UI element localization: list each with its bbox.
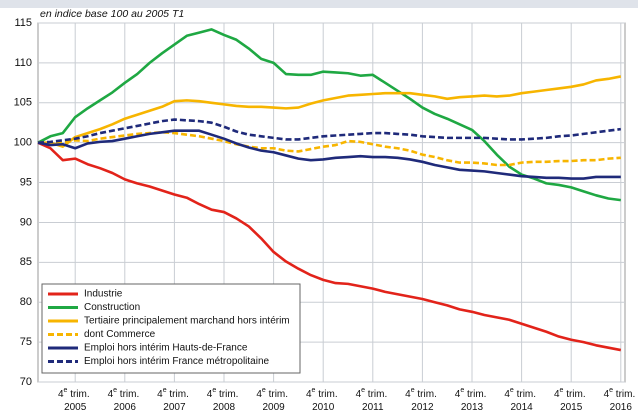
series-line	[38, 75, 622, 148]
y-tick-label: 105	[14, 97, 32, 109]
y-tick-label: 115	[14, 17, 32, 29]
legend-box	[41, 283, 301, 374]
legend-label: Tertiaire principalement marchand hors i…	[84, 316, 290, 327]
y-tick-label: 110	[14, 57, 32, 69]
y-tick-label: 70	[20, 376, 32, 388]
y-tick-label: 85	[20, 256, 32, 268]
plot-lines	[37, 28, 622, 352]
legend-label: dont Commerce	[84, 329, 156, 340]
series-line	[37, 118, 621, 144]
legend-label: Emploi hors intérim Hauts-de-France	[84, 343, 248, 354]
legend-label: Emploi hors intérim France métropolitain…	[84, 356, 270, 367]
y-tick-label: 100	[14, 137, 32, 149]
legend-label: Industrie	[84, 289, 123, 300]
chart-subtitle: en indice base 100 au 2005 T1	[40, 8, 184, 20]
x-tick-label: 4e trim. 2015	[554, 387, 588, 412]
y-tick-label: 90	[20, 216, 32, 228]
x-tick-label: 4e trim. 2010	[306, 387, 340, 412]
series-line	[37, 141, 622, 352]
y-tick-label: 75	[20, 336, 32, 348]
x-tick-label: 4e trim. 2012	[405, 387, 439, 412]
legend-label: Construction	[84, 302, 140, 313]
x-tick-label: 4e trim. 2006	[108, 387, 142, 412]
y-tick-label: 80	[20, 296, 32, 308]
x-tick-label: 4e trim. 2009	[256, 387, 290, 412]
y-tick-label: 95	[20, 176, 32, 188]
series-line	[37, 129, 621, 180]
x-tick-label: 4e trim. 2005	[58, 387, 92, 412]
x-tick-label: 4e trim. 2013	[455, 387, 489, 412]
x-tick-label: 4e trim. 2014	[504, 387, 538, 412]
x-tick-label: 4e trim. 2008	[207, 387, 241, 412]
x-tick-label: 4e trim. 2007	[157, 387, 191, 412]
x-tick-label: 4e trim. 2011	[356, 387, 390, 412]
top-band	[0, 0, 638, 8]
x-tick-label: 4e trim. 2016	[604, 387, 638, 412]
axes: 70 75 80 85 90 95 100 105 110 115 4e trim. 2005 4e …	[14, 17, 638, 412]
